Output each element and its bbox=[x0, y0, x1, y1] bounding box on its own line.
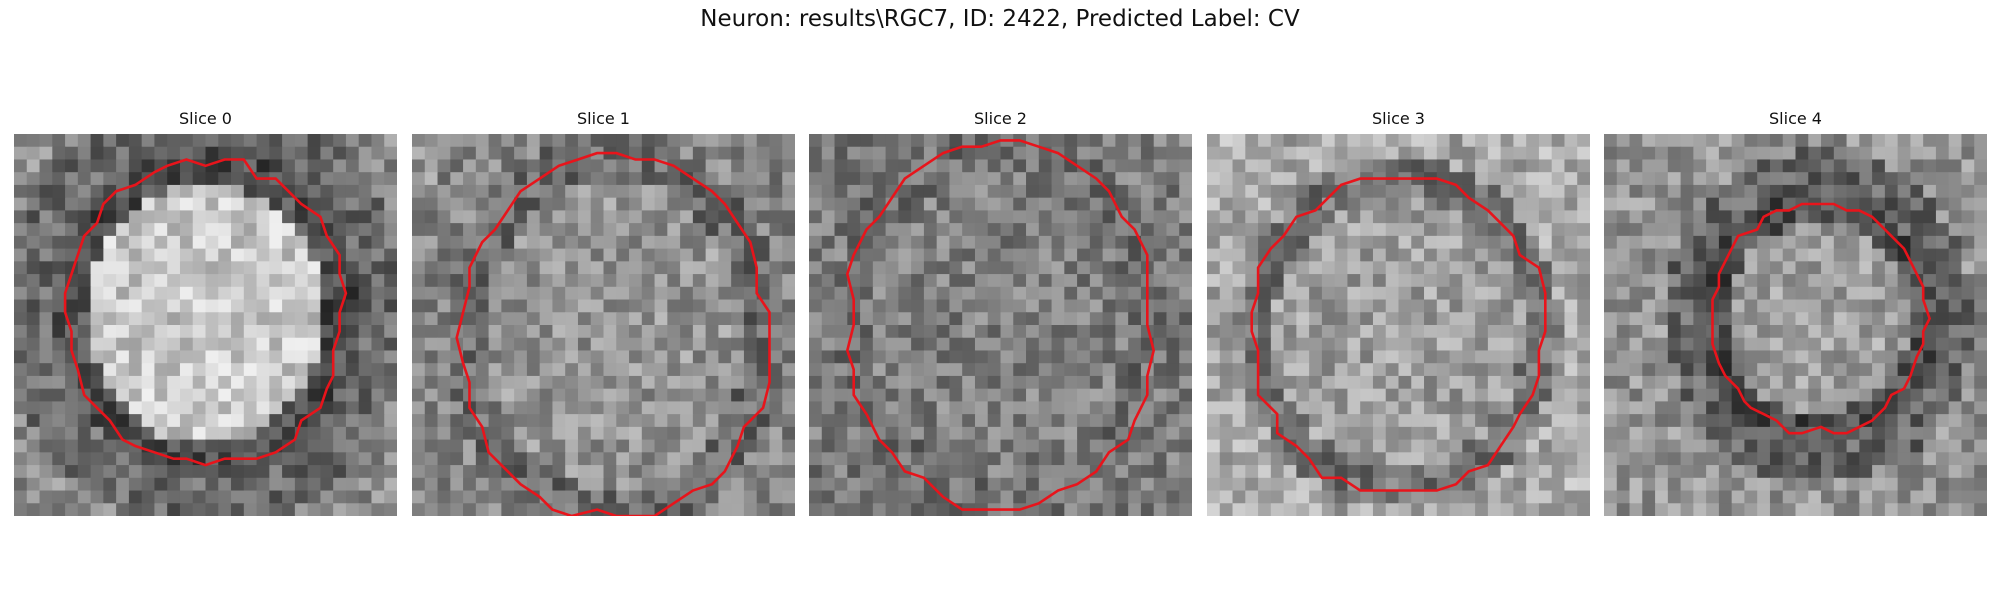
slice-image bbox=[1604, 134, 1987, 516]
slice-title: Slice 1 bbox=[577, 109, 630, 128]
slice-panel-3: Slice 3 bbox=[1207, 108, 1590, 516]
slice-image bbox=[412, 134, 795, 516]
slice-image-svg bbox=[809, 134, 1192, 516]
cell-contour bbox=[1711, 202, 1932, 435]
slice-image-svg bbox=[14, 134, 397, 516]
slice-image-svg bbox=[1207, 134, 1590, 516]
slice-title: Slice 3 bbox=[1372, 109, 1425, 128]
slice-image bbox=[809, 134, 1192, 516]
slice-image-svg bbox=[1604, 134, 1987, 516]
figure-title: Neuron: results\RGC7, ID: 2422, Predicte… bbox=[700, 6, 1300, 32]
slice-panel-1: Slice 1 bbox=[412, 108, 795, 516]
cell-contour bbox=[1250, 177, 1547, 492]
slice-image bbox=[14, 134, 397, 516]
cell-contour bbox=[63, 158, 348, 467]
slice-image bbox=[1207, 134, 1590, 516]
slice-title: Slice 4 bbox=[1769, 109, 1822, 128]
cell-contour bbox=[845, 139, 1156, 511]
slice-title: Slice 0 bbox=[179, 109, 232, 128]
slice-panel-0: Slice 0 bbox=[14, 108, 397, 516]
slice-panel-4: Slice 4 bbox=[1604, 108, 1987, 516]
cell-contour bbox=[455, 151, 771, 516]
slice-image-svg bbox=[412, 134, 795, 516]
slice-panel-2: Slice 2 bbox=[809, 108, 1192, 516]
slice-title: Slice 2 bbox=[974, 109, 1027, 128]
